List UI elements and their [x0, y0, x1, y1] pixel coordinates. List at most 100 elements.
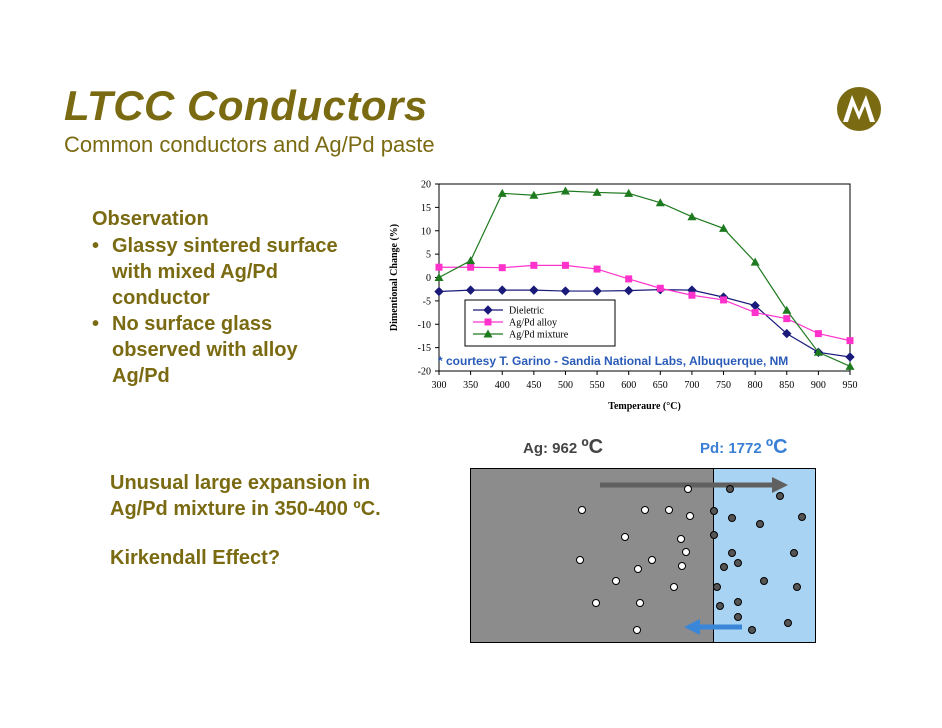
pd-atom	[734, 613, 742, 621]
pd-atom	[734, 598, 742, 606]
ag-atom	[665, 506, 673, 514]
motorola-logo-icon	[837, 87, 881, 131]
x-tick-label: 650	[653, 380, 668, 391]
series-line	[439, 264, 851, 342]
x-tick-label: 600	[621, 380, 636, 391]
x-tick-label: 900	[811, 380, 826, 391]
bullet-line: No surface glass	[112, 313, 273, 335]
data-point	[782, 328, 792, 339]
ag-atom	[633, 626, 641, 634]
pd-melting-point-label: Pd: 1772 ºC	[700, 436, 788, 459]
data-point	[435, 263, 443, 271]
ag-atom	[621, 533, 629, 541]
y-tick-label: -15	[418, 343, 431, 354]
x-tick-label: 350	[463, 380, 478, 391]
pd-atom	[726, 485, 734, 493]
data-point	[845, 361, 855, 370]
data-point	[434, 286, 444, 297]
y-tick-label: 5	[426, 250, 431, 261]
data-point	[466, 256, 476, 265]
dimensional-change-chart: -20 -15 -10 -5 0 5 10 15 20 300 350 400 450 500 550 600…	[389, 180, 858, 413]
x-tick-label: 950	[843, 380, 858, 391]
x-tick-label: 700	[684, 380, 699, 391]
data-point	[498, 264, 506, 272]
diffusion-diagram	[470, 468, 816, 643]
courtesy-note: * courtesy T. Garino - Sandia National L…	[438, 354, 789, 368]
pd-atom	[748, 626, 756, 634]
ag-atom	[677, 535, 685, 543]
ag-arrow-head	[772, 477, 788, 493]
y-tick-label: -10	[418, 320, 431, 331]
y-tick-label: -5	[423, 296, 431, 307]
ag-melting-point-label: Ag: 962 ºC	[523, 436, 603, 459]
data-point	[497, 285, 507, 295]
data-point	[623, 285, 634, 296]
data-point	[467, 263, 475, 271]
legend-label: Ag/Pd alloy	[509, 318, 557, 329]
legend-marker	[483, 305, 493, 315]
data-point	[465, 285, 476, 295]
bullet-line: observed with alloy	[112, 339, 298, 361]
data-point	[720, 296, 728, 304]
bullet-line: Glassy sintered surface	[112, 235, 338, 257]
ag-region	[470, 468, 714, 643]
data-point	[593, 265, 601, 273]
x-tick-label: 450	[526, 380, 541, 391]
data-point	[782, 305, 792, 314]
pd-atom	[710, 507, 718, 515]
bullet-line: with mixed Ag/Pd	[112, 261, 278, 283]
legend-label: Dieletric	[509, 306, 545, 317]
pd-atom	[720, 563, 728, 571]
data-point	[529, 285, 539, 295]
data-point	[561, 261, 569, 269]
data-point	[656, 284, 664, 292]
bullet-line: conductor	[112, 287, 210, 309]
pd-atom	[760, 577, 768, 585]
y-tick-label: 15	[421, 203, 431, 214]
bullet-line: Ag/Pd	[112, 365, 170, 387]
slide-title: LTCC Conductors	[64, 82, 428, 129]
x-tick-label: 750	[716, 380, 731, 391]
kirkendall-question: Kirkendall Effect?	[110, 547, 281, 569]
pd-region	[713, 468, 816, 643]
pd-atom	[756, 520, 764, 528]
ag-atom	[641, 506, 649, 514]
ag-label-unit: ºC	[581, 436, 604, 458]
y-tick-label: 10	[421, 226, 431, 237]
series-line	[438, 289, 851, 358]
ag-atom	[612, 577, 620, 585]
x-tick-label: 550	[590, 380, 605, 391]
data-point	[625, 275, 633, 283]
pd-atom	[710, 531, 718, 539]
pd-atom	[728, 549, 736, 557]
data-point	[845, 352, 855, 362]
pd-label-unit: ºC	[765, 436, 788, 458]
data-point	[624, 188, 634, 197]
y-tick-label: 0	[426, 273, 431, 284]
legend-marker	[483, 329, 493, 338]
x-tick-label: 300	[432, 380, 447, 391]
data-point	[592, 187, 602, 196]
data-point	[688, 291, 696, 299]
pd-atom	[793, 583, 801, 591]
data-point	[434, 273, 444, 281]
ag-atom	[576, 556, 584, 564]
legend-marker	[484, 318, 492, 326]
observation-bullet: • No surface glass observed with alloy Ag…	[92, 311, 392, 389]
x-tick-label: 500	[558, 380, 573, 391]
pd-atom	[798, 513, 806, 521]
data-point	[813, 347, 823, 356]
legend-label: Ag/Pd mixture	[509, 330, 569, 341]
ag-atom	[678, 562, 686, 570]
ag-atom	[592, 599, 600, 607]
data-point	[814, 330, 822, 338]
ag-label-text: Ag: 962	[523, 440, 578, 457]
pd-atom	[784, 619, 792, 627]
data-point	[687, 212, 697, 221]
expansion-note: Unusual large expansion in Ag/Pd mixture…	[110, 470, 381, 522]
pd-arrow-head	[684, 619, 700, 635]
data-point	[719, 223, 729, 232]
ag-atom	[636, 599, 644, 607]
x-tick-label: 850	[779, 380, 794, 391]
observation-heading: Observation	[92, 208, 209, 230]
